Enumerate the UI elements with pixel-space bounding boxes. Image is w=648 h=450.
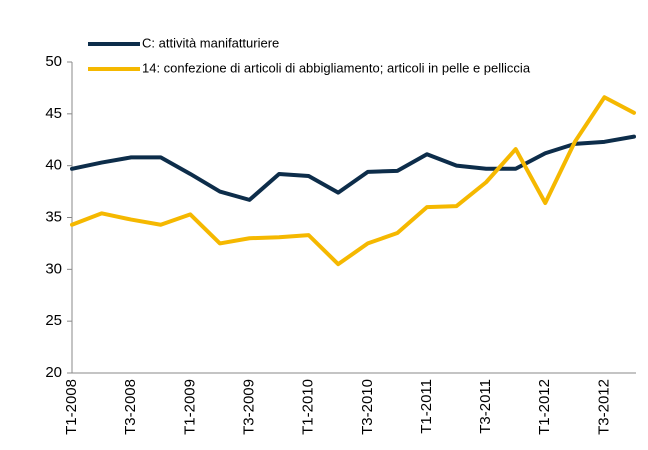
legend-label: C: attività manifatturiere bbox=[142, 35, 279, 50]
x-tick-label: T1-2012 bbox=[536, 379, 553, 435]
x-tick-label: T1-2010 bbox=[300, 379, 317, 435]
y-tick-label: 30 bbox=[45, 260, 62, 277]
y-tick-label: 20 bbox=[45, 364, 62, 381]
y-tick-label: 45 bbox=[45, 105, 62, 122]
x-tick-label: T3-2012 bbox=[595, 379, 612, 435]
x-tick-label: T3-2009 bbox=[240, 379, 257, 435]
x-tick-label: T3-2010 bbox=[359, 379, 376, 435]
series-line bbox=[70, 134, 636, 202]
x-tick-label: T1-2008 bbox=[63, 379, 80, 435]
legend-label: 14: confezione di articoli di abbigliame… bbox=[142, 60, 531, 75]
series-line bbox=[70, 95, 636, 267]
y-tick-label: 40 bbox=[45, 157, 62, 174]
x-tick-label: T3-2008 bbox=[122, 379, 139, 435]
x-tick-label: T1-2009 bbox=[181, 379, 198, 435]
y-tick-label: 25 bbox=[45, 312, 62, 329]
y-tick-label: 35 bbox=[45, 208, 62, 225]
x-tick-label: T1-2011 bbox=[418, 379, 435, 434]
x-tick-label: T3-2011 bbox=[477, 379, 494, 434]
y-tick-label: 50 bbox=[45, 53, 62, 70]
